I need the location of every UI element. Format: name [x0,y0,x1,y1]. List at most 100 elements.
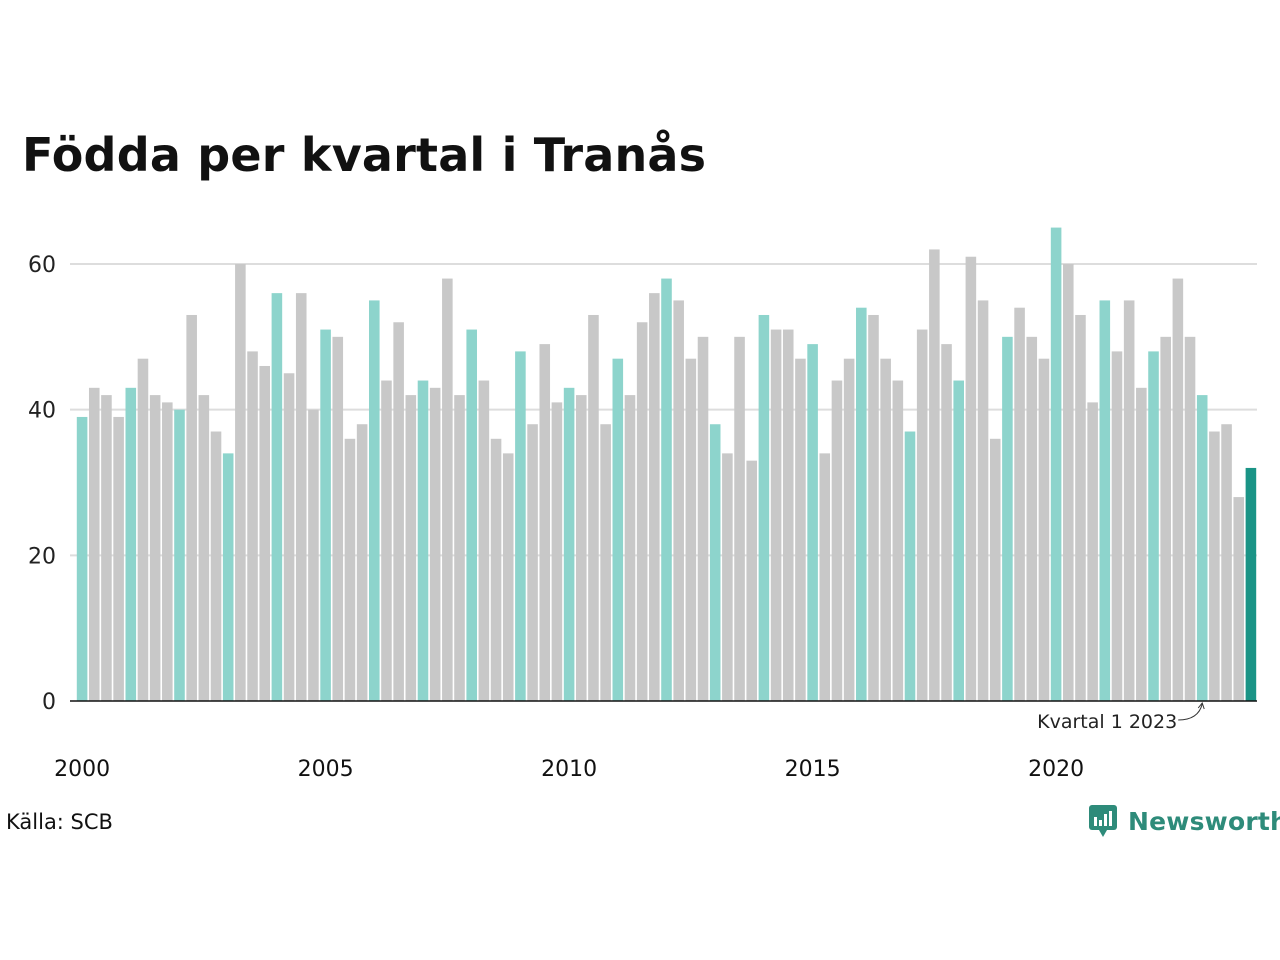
bar [1014,307,1025,701]
bar [904,431,916,701]
bar [697,336,709,701]
bar [1111,351,1123,701]
bar [308,409,319,701]
bar [417,380,429,701]
bar [916,329,928,701]
bar [332,336,344,701]
bar [977,300,989,701]
bar [101,395,112,701]
y-tick-label: 40 [28,399,56,424]
bar [1136,387,1147,701]
bar [673,300,684,701]
bar [174,409,185,701]
bar [989,438,1001,701]
bar [722,453,733,701]
bar [868,314,879,701]
bar [856,307,867,701]
bar [636,322,648,701]
bar [320,329,331,701]
bar [1209,431,1220,701]
bar [1245,467,1257,701]
bar [965,256,977,701]
bar [1038,358,1050,701]
bar [527,424,538,701]
bar [551,402,563,701]
bar [563,387,575,701]
bar [490,438,502,701]
x-tick-label: 2015 [785,757,841,782]
bar [478,380,490,701]
bar [539,344,551,701]
bar [1123,300,1135,701]
bar [1062,264,1074,701]
bar [612,358,624,701]
bar [198,395,210,701]
bar [502,453,514,701]
x-tick-label: 2005 [298,757,354,782]
bar [819,453,831,701]
bar [1160,336,1171,701]
bar [88,387,100,701]
bar [210,431,222,701]
bar [1184,336,1196,701]
newsworthy-logo-icon [1089,805,1117,837]
bar [1026,336,1038,701]
x-tick-label: 2020 [1028,757,1084,782]
bar [1075,314,1086,701]
bar [1196,395,1208,701]
bar [344,438,356,701]
bar [953,380,964,701]
axes: 0 20 40 60 2000 2005 2010 2015 2020 [28,253,1257,782]
bar [125,387,137,701]
bar [369,300,380,701]
bar [186,314,197,701]
bar [588,314,599,701]
bar [283,373,295,701]
bar [1172,278,1184,701]
annotation-arrow [1178,703,1203,721]
brand-name: Newsworthy [1128,806,1280,836]
y-tick-label: 60 [28,253,56,278]
bar [1002,336,1013,701]
bar [758,314,770,701]
bar [76,416,88,701]
annotation-arrowhead [1197,701,1205,710]
bar [1233,497,1245,701]
bar [137,358,149,701]
bar [1050,227,1062,702]
bar [575,395,587,701]
annotation-label: Kvartal 1 2023 [1037,711,1177,733]
bar [661,278,672,701]
bar [259,365,271,701]
bar [393,322,404,701]
bar [843,358,855,701]
bar [271,293,283,701]
bar [880,358,891,701]
bar [600,424,611,701]
y-tick-label: 0 [42,690,56,715]
bar [1099,300,1111,701]
bar [782,329,794,701]
bar [1221,424,1232,701]
bar [381,380,392,701]
bar [734,336,745,701]
bar [685,358,697,701]
bar [295,293,307,701]
newsworthy-logo: Newsworthy [1088,803,1280,839]
bar [356,424,368,701]
bar [649,293,660,701]
bar [162,402,173,701]
bar [247,351,258,701]
bar-chart: 0 20 40 60 2000 2005 2010 2015 2020 Kvartal 1 20… [28,227,1257,782]
bar [892,380,904,701]
bar [929,249,940,701]
bar [149,395,161,701]
bar [770,329,782,701]
bar [235,264,246,701]
bar [405,395,417,701]
bar [515,351,526,701]
bar [624,395,636,701]
x-tick-label: 2000 [54,757,110,782]
bar [1148,351,1159,701]
bars [76,227,1257,702]
